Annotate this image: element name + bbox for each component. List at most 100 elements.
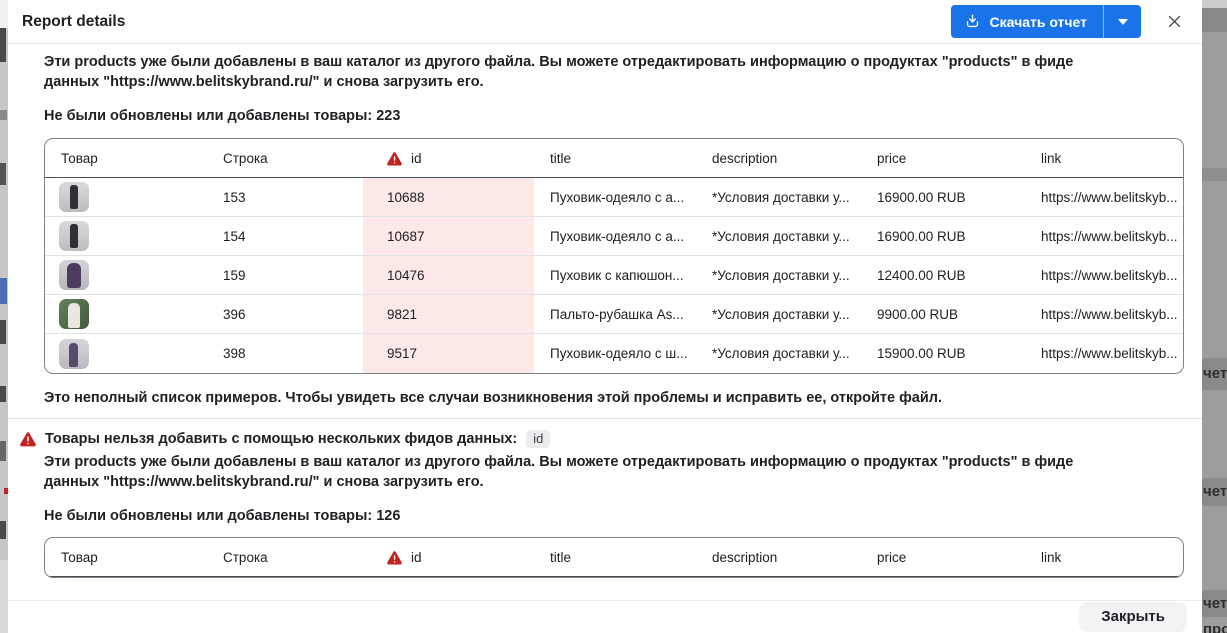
close-button[interactable]: Закрыть [1079, 602, 1187, 632]
cell-price: 12400.00 RUB [861, 256, 1025, 295]
background-right-strip: чет чет чет про [1202, 0, 1227, 633]
backdrop-fragment [0, 560, 8, 633]
backdrop-text-fragment: про [1203, 621, 1227, 633]
cell-thumbnail [45, 217, 207, 256]
close-icon [1166, 13, 1183, 30]
section-divider [8, 418, 1202, 419]
backdrop-fragment [0, 386, 6, 402]
examples-table-wrap: Товар Строка id title description price link 15… [44, 138, 1184, 374]
backdrop-text-fragment: чет [1203, 595, 1227, 612]
cell-price: 16900.00 RUB [861, 217, 1025, 256]
warning-icon [387, 550, 411, 565]
cell-id: 10476 [363, 256, 534, 295]
dialog-title: Report details [22, 12, 126, 30]
column-header-link: link [1025, 139, 1183, 178]
chevron-down-icon [1117, 18, 1128, 25]
dialog-header: Report details Скачать отчет [8, 0, 1202, 44]
download-report-button[interactable]: Скачать отчет [950, 5, 1103, 38]
dialog-body: Эти products уже были добавлены в ваш ка… [8, 44, 1202, 633]
column-header-товар: Товар [45, 139, 207, 178]
cell-link: https://www.belitskyb... [1025, 217, 1183, 256]
column-header-товар: Товар [45, 538, 207, 577]
table-row: 398 9517 Пуховик-одеяло с ш... *Условия дос… [45, 334, 1183, 373]
backdrop-fragment [0, 320, 6, 344]
column-header-link: link [1025, 538, 1183, 577]
column-header-id: id [363, 538, 534, 577]
backdrop-fragment [0, 521, 6, 539]
cell-price: 16900.00 RUB [861, 178, 1025, 217]
table-header-row: Товар Строка id title description price link [45, 139, 1183, 178]
cell-row: 153 [207, 178, 363, 217]
cell-link: https://www.belitskyb... [1041, 346, 1178, 361]
cell-id: 10687 [363, 217, 534, 256]
cell-row: 398 [223, 346, 246, 361]
backdrop-band [1202, 168, 1227, 181]
backdrop-band [1202, 8, 1227, 32]
cell-title: Пальто-рубашка As... [534, 295, 696, 334]
cell-link: https://www.belitskyb... [1025, 178, 1183, 217]
backdrop-band [1202, 478, 1227, 506]
backdrop-text-fragment: чет [1203, 483, 1227, 500]
cell-id: 9821 [363, 295, 534, 334]
issue-heading-label: Товары нельзя добавить с помощью несколь… [45, 431, 518, 447]
column-header-строка: Строка [207, 538, 363, 577]
cell-price: 9900.00 RUB [861, 295, 1025, 334]
column-header-id: id [363, 139, 534, 178]
product-thumbnail [59, 338, 89, 369]
cell-description: *Условия доставки у... [696, 217, 861, 256]
column-header-строка: Строка [207, 139, 363, 178]
product-thumbnail [59, 299, 89, 329]
backdrop-fragment [0, 163, 6, 185]
table-header-row: Товар Строка id title description price link [45, 538, 1183, 577]
close-dialog-button[interactable] [1162, 10, 1186, 34]
cell-thumbnail [45, 334, 207, 373]
issue-description-2: Эти products уже были добавлены в ваш ка… [44, 454, 1074, 490]
backdrop-fragment [0, 278, 7, 304]
column-header-title: title [534, 139, 696, 178]
issue-heading: Товары нельзя добавить с помощью несколь… [20, 430, 1184, 448]
attribute-badge: id [526, 430, 551, 448]
backdrop-fragment [0, 441, 6, 461]
affected-items-count: Не были обновлены или добавлены товары: … [44, 108, 401, 124]
cell-title: Пуховик-одеяло с а... [534, 217, 696, 256]
cell-row: 396 [207, 295, 363, 334]
backdrop-text-fragment: чет [1203, 365, 1227, 382]
cell-link: https://www.belitskyb... [1025, 256, 1183, 295]
backdrop-band [1202, 590, 1227, 617]
backdrop-fragment [0, 28, 6, 62]
cell-thumbnail [45, 178, 207, 217]
column-header-description: description [696, 139, 861, 178]
cell-id: 10688 [363, 178, 534, 217]
cell-title: Пуховик-одеяло с а... [534, 178, 696, 217]
download-report-split-button: Скачать отчет [950, 5, 1141, 38]
partial-list-note: Это неполный список примеров. Чтобы увид… [44, 390, 943, 406]
cell-link: https://www.belitskyb... [1025, 295, 1183, 334]
cell-thumbnail [45, 256, 207, 295]
backdrop-band [1202, 0, 1227, 8]
cell-row: 159 [207, 256, 363, 295]
table-row: 154 10687 Пуховик-одеяло с а... *Условия до… [45, 217, 1183, 256]
column-header-description: description [696, 538, 861, 577]
cell-description: *Условия доставки у... [696, 256, 861, 295]
warning-icon [20, 431, 36, 447]
cell-description: *Условия доставки у... [712, 346, 850, 361]
issue-table-1: Товар Строка id title description price link 15… [45, 139, 1183, 373]
table-row: 153 10688 Пуховик-одеяло с а... *Условия до… [45, 178, 1183, 217]
warning-icon [387, 151, 411, 166]
issue-table-2: Товар Строка id title description price link [45, 538, 1183, 577]
issue-description: Эти products уже были добавлены в ваш ка… [44, 54, 1074, 90]
product-thumbnail [59, 221, 89, 251]
backdrop-fragment [0, 110, 7, 120]
backdrop-fragment [4, 488, 8, 494]
product-thumbnail [59, 182, 89, 212]
cell-id: 9517 [363, 334, 534, 373]
cell-description: *Условия доставки у... [696, 295, 861, 334]
download-options-dropdown-button[interactable] [1103, 5, 1141, 38]
cell-price: 15900.00 RUB [877, 346, 966, 361]
download-report-label: Скачать отчет [989, 13, 1087, 30]
cell-title: Пуховик-одеяло с ш... [550, 346, 688, 361]
examples-table-wrap-2: Товар Строка id title description price link [44, 537, 1184, 578]
cell-title: Пуховик с капюшон... [534, 256, 696, 295]
download-icon [964, 13, 981, 30]
cell-thumbnail [45, 295, 207, 334]
